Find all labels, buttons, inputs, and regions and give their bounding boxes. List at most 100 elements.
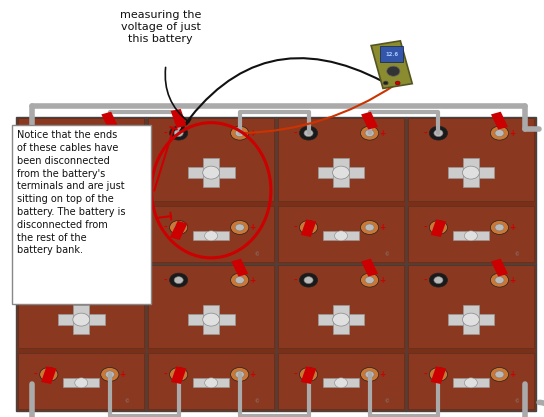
Circle shape [490,273,509,287]
Circle shape [361,273,379,287]
Text: +: + [380,128,386,138]
Circle shape [434,371,443,378]
Circle shape [44,130,53,137]
Circle shape [429,367,448,382]
Text: +: + [120,276,126,285]
Bar [448,314,494,326]
Text: +: + [120,370,126,379]
Bar [491,259,508,276]
Text: +: + [509,223,516,232]
Circle shape [365,130,374,137]
Text: +: + [509,276,516,285]
Text: +: + [509,370,516,379]
Circle shape [231,273,249,287]
Text: -: - [294,128,298,138]
Text: -: - [164,370,168,379]
Bar [18,206,144,262]
Circle shape [75,231,88,241]
Circle shape [335,378,348,388]
Bar [149,353,274,409]
Text: measuring the
voltage of just
this battery: measuring the voltage of just this batte… [120,10,201,44]
Bar [171,367,187,384]
Circle shape [106,371,114,378]
Bar [301,219,316,237]
Text: +: + [250,370,256,379]
Bar [406,264,536,411]
Circle shape [361,221,379,234]
Circle shape [361,126,379,140]
Circle shape [462,166,479,179]
Bar [73,158,89,187]
Circle shape [462,313,479,326]
Text: ©: © [384,252,389,257]
Bar [323,231,359,240]
Bar [18,118,144,201]
Circle shape [174,224,183,231]
Circle shape [361,367,379,382]
Text: +: + [120,223,126,232]
Circle shape [299,367,318,382]
Circle shape [174,371,183,378]
Circle shape [174,130,183,137]
Text: -: - [164,128,168,138]
Bar [333,305,349,334]
Text: +: + [509,128,516,138]
Circle shape [332,166,349,179]
Circle shape [101,221,119,234]
Circle shape [495,130,504,137]
Bar [16,117,146,264]
Bar [278,206,404,262]
Bar [406,117,536,264]
Bar [188,167,234,178]
Bar [63,231,100,240]
Bar [431,367,446,384]
FancyBboxPatch shape [12,125,151,304]
Text: ©: © [514,252,519,257]
Circle shape [465,378,478,388]
Circle shape [170,367,188,382]
Bar [408,266,534,348]
Circle shape [40,367,58,382]
Text: 12.6: 12.6 [385,52,398,57]
Circle shape [304,224,313,231]
Bar [431,219,446,237]
Bar [73,305,89,334]
Text: -: - [424,223,427,232]
Bar [318,314,364,326]
Bar [276,117,406,264]
Text: +: + [380,370,386,379]
Circle shape [299,126,318,140]
Bar [323,378,359,387]
Circle shape [434,130,443,137]
Bar [18,353,144,409]
Bar [371,41,412,88]
Bar [408,206,534,262]
Bar [301,367,316,384]
Bar [278,353,404,409]
Circle shape [73,313,90,326]
Text: -: - [424,128,427,138]
Text: -: - [34,128,38,138]
Text: ©: © [384,399,389,404]
Circle shape [170,126,188,140]
Circle shape [101,367,119,382]
Circle shape [40,221,58,234]
Text: -: - [164,223,168,232]
Circle shape [490,367,509,382]
Circle shape [231,367,249,382]
Circle shape [235,224,244,231]
Circle shape [395,81,400,85]
Circle shape [44,371,53,378]
Circle shape [335,231,348,241]
Text: +: + [250,276,256,285]
Bar [408,118,534,201]
Text: +: + [380,223,386,232]
Bar [171,109,187,128]
Bar [278,266,404,348]
Circle shape [231,126,249,140]
Bar [491,112,508,130]
Circle shape [101,126,119,140]
Bar [63,378,100,387]
Circle shape [304,276,313,284]
Bar [318,167,364,178]
